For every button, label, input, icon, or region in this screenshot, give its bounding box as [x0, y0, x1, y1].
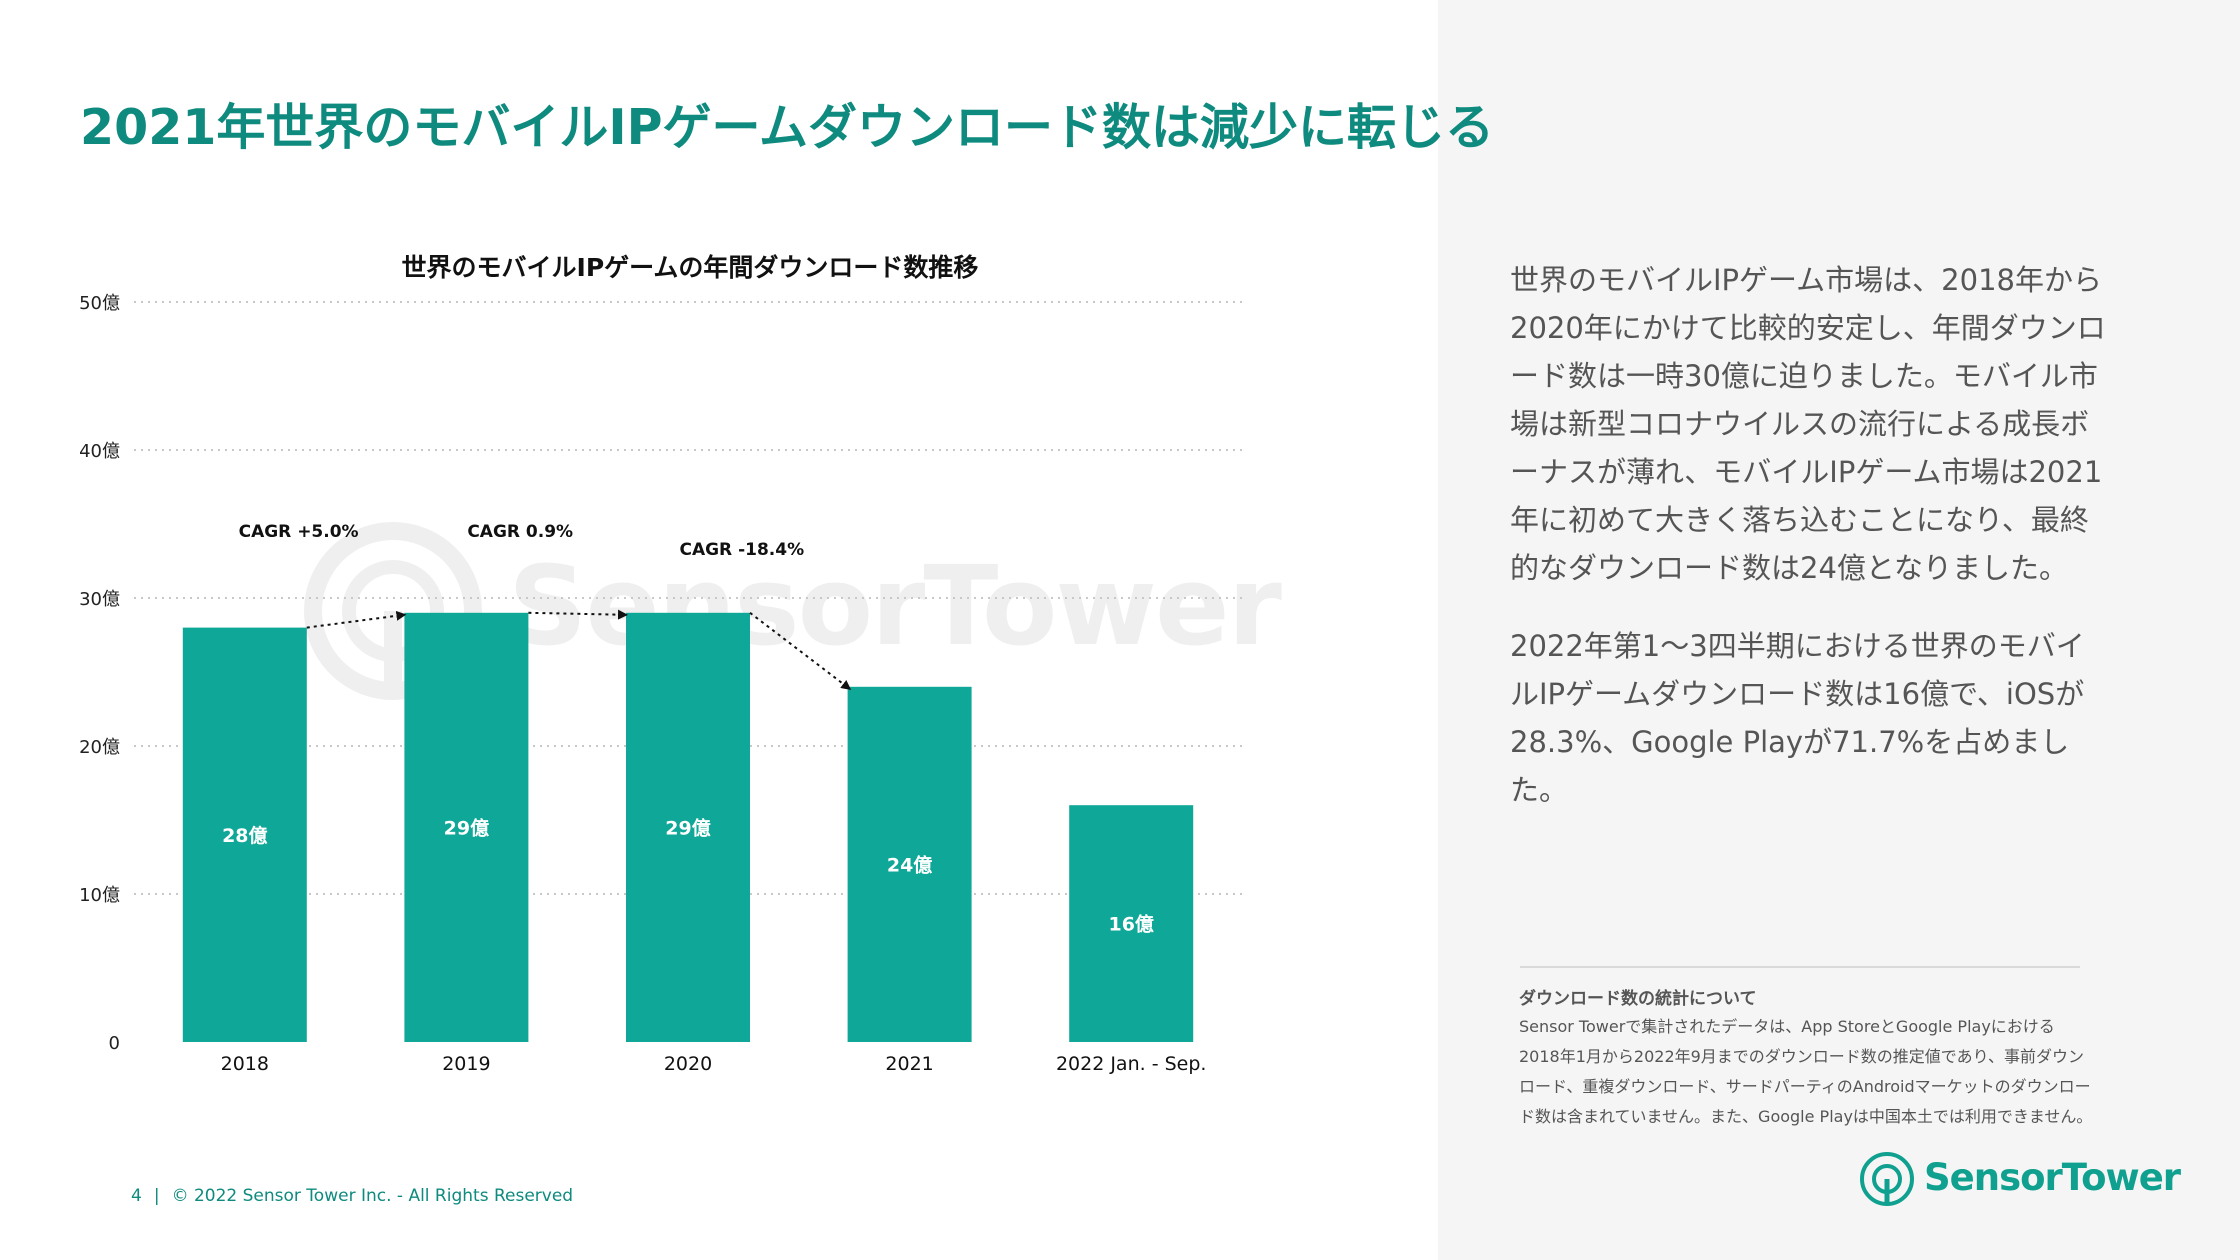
bar-0	[182, 627, 307, 1042]
bar-4	[1069, 805, 1194, 1042]
slide-side-panel	[1438, 0, 2240, 1260]
page-title: 2021年世界のモバイルIPゲームダウンロード数は減少に転じる	[80, 99, 1495, 156]
logo-text: SensorTower	[1924, 1156, 2181, 1199]
y-axis-ticks: 0 10億 20億 30億 40億 50億	[79, 293, 120, 1054]
x-tick-label-2: 2020	[664, 1053, 712, 1075]
bar-value-label-2: 29億	[665, 816, 710, 839]
cagr-label-0: CAGR +5.0%	[239, 522, 359, 542]
sensor-tower-logo-icon	[1860, 1152, 1914, 1206]
note-text: Sensor Towerで集計されたデータは、App StoreとGoogle …	[1519, 1017, 2093, 1126]
bar-value-label-3: 24億	[887, 853, 932, 876]
watermark-logo-icon	[304, 522, 482, 700]
bar-value-label-1: 29億	[444, 816, 489, 839]
cagr-arrow-1	[528, 609, 628, 620]
copyright-text: © 2022 Sensor Tower Inc. - All Rights Re…	[171, 1186, 574, 1206]
bar-value-label-4: 16億	[1108, 913, 1153, 936]
note-divider	[1520, 966, 2080, 968]
y-tick-label-4: 40億	[79, 441, 120, 462]
cagr-label-1: CAGR 0.9%	[467, 522, 573, 542]
page-number: 4	[131, 1186, 142, 1206]
sensor-tower-logo: SensorTower	[1858, 1150, 2181, 1212]
y-tick-label-5: 50億	[79, 293, 120, 314]
summary-text: 世界のモバイルIPゲーム市場は、2018年から2020年にかけて比較的安定し、年…	[1510, 256, 2110, 844]
y-tick-label-0: 0	[109, 1033, 120, 1054]
y-tick-label-3: 30億	[79, 589, 120, 610]
bar-1	[404, 612, 529, 1042]
cagr-arrow-0	[306, 610, 407, 629]
summary-paragraph-1: 世界のモバイルIPゲーム市場は、2018年から2020年にかけて比較的安定し、年…	[1510, 263, 2106, 585]
cagr-label-2: CAGR -18.4%	[679, 540, 804, 560]
summary-paragraph-2: 2022年第1～3四半期における世界のモバイルIPゲームダウンロード数は16億で…	[1510, 629, 2085, 807]
x-tick-label-3: 2021	[885, 1053, 933, 1075]
sensor-tower-watermark: SensorTower	[298, 516, 1282, 706]
footer-separator: |	[153, 1186, 160, 1206]
note-title: ダウンロード数の統計について	[1519, 989, 1757, 1009]
cagr-arrow-2	[749, 612, 852, 691]
x-axis-ticks: 2018 2019 2020 2021 2022 Jan. - Sep.	[221, 1053, 1207, 1075]
x-tick-label-4: 2022 Jan. - Sep.	[1056, 1053, 1207, 1075]
bar-chart: 0 10億 20億 30億 40億 50億 28億 29億 29億 24億 16億 CAGR +5…	[79, 293, 1242, 1075]
y-tick-label-2: 20億	[79, 737, 120, 758]
y-tick-label-1: 10億	[79, 885, 120, 906]
bar-2	[626, 612, 750, 1042]
chart-bars: 28億 29億 29億 24億 16億	[182, 612, 1194, 1042]
x-tick-label-0: 2018	[221, 1053, 269, 1075]
cagr-arrows: CAGR +5.0% CAGR 0.9% CAGR -18.4%	[239, 522, 852, 691]
bar-3	[847, 686, 972, 1042]
bar-value-label-0: 28億	[222, 824, 267, 847]
footer: 4 | © 2022 Sensor Tower Inc. - All Rights …	[131, 1186, 573, 1206]
chart-title: 世界のモバイルIPゲームの年間ダウンロード数推移	[401, 253, 979, 282]
x-tick-label-1: 2019	[442, 1053, 490, 1075]
